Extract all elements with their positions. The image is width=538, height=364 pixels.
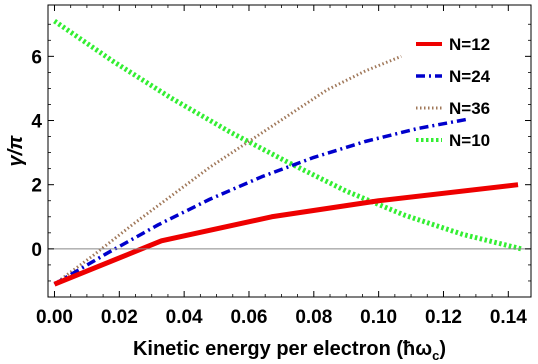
legend: N=12 N=24 N=36 N=10 — [416, 35, 491, 150]
legend-label: N=24 — [449, 67, 491, 86]
legend-label: N=12 — [449, 35, 490, 54]
y-axis-label: γ/π — [5, 135, 27, 167]
x-tick-label: 0.04 — [166, 307, 203, 328]
series-line-n-12 — [53, 182, 519, 287]
x-axis-label: Kinetic energy per electron (ħωc) — [133, 338, 446, 363]
series-line-n-36 — [53, 54, 402, 286]
x-tick-label: 0.06 — [230, 307, 267, 328]
x-tick-label: 0.02 — [101, 307, 138, 328]
x-axis-label-subscript: c — [432, 348, 439, 363]
x-axis-label-main: Kinetic energy per electron (ħω — [133, 338, 432, 360]
legend-label: N=10 — [449, 131, 490, 150]
y-tick-label: 6 — [31, 47, 42, 68]
plot-frame — [47, 4, 532, 298]
series-layer — [53, 18, 522, 287]
x-tick-label: 0.14 — [490, 307, 527, 328]
x-tick-label: 0.10 — [360, 307, 397, 328]
x-tick-label: 0.12 — [425, 307, 462, 328]
series-line-n-24 — [53, 117, 470, 286]
y-tick-label: 4 — [31, 112, 42, 133]
x-tick-label: 0.08 — [295, 307, 332, 328]
y-tick-label: 2 — [31, 176, 42, 197]
series-line-n-10 — [53, 18, 522, 252]
y-tick-label: 0 — [31, 240, 42, 261]
x-tick-label: 0.00 — [36, 307, 73, 328]
x-axis-label-close: ) — [439, 338, 446, 360]
legend-label: N=36 — [449, 99, 490, 118]
ticks-layer: 0.00 0.02 0.04 0.06 0.08 0.10 0.12 0.14 0 2 4 6 — [31, 5, 531, 328]
